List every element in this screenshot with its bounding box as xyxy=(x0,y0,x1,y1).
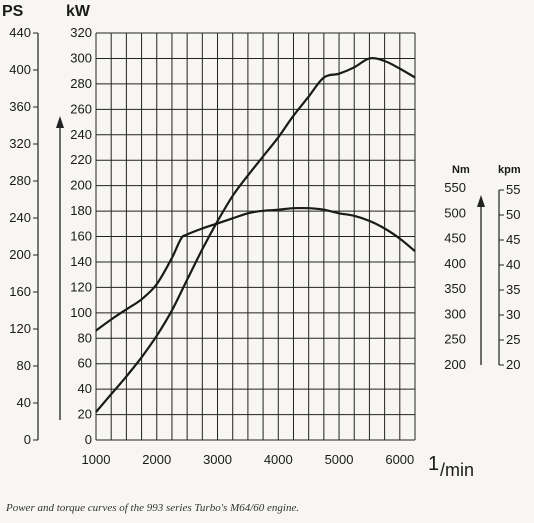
ps-tick-label: 240 xyxy=(9,210,31,225)
nm-tick-label: 300 xyxy=(444,306,466,321)
nm-tick-label: 200 xyxy=(444,357,466,372)
kw-tick-label: 240 xyxy=(70,127,92,142)
kpm-tick-label: 20 xyxy=(506,357,520,372)
x-tick-label: 5000 xyxy=(325,452,354,467)
kpm-axis-label: kpm xyxy=(498,164,521,176)
kw-tick-label: 120 xyxy=(70,279,92,294)
kpm-tick-label: 30 xyxy=(506,307,520,322)
x-tick-label: 6000 xyxy=(385,452,414,467)
kw-axis-label: kW xyxy=(66,3,91,20)
kw-tick-label: 0 xyxy=(85,432,92,447)
figure-caption: Power and torque curves of the 993 serie… xyxy=(6,502,300,514)
x-tick-label: 1000 xyxy=(82,452,111,467)
kw-tick-label: 100 xyxy=(70,305,92,320)
kpm-tick-label: 55 xyxy=(506,182,520,197)
nm-tick-label: 250 xyxy=(444,332,466,347)
ps-arrow-head xyxy=(56,116,64,128)
nm-tick-label: 550 xyxy=(444,180,466,195)
x-axis-label-num: 1 xyxy=(428,453,439,475)
kw-tick-label: 260 xyxy=(70,101,92,116)
nm-arrow-head xyxy=(477,195,485,207)
kpm-tick-label: 50 xyxy=(506,207,520,222)
ps-tick-label: 200 xyxy=(9,247,31,262)
x-tick-label: 2000 xyxy=(142,452,171,467)
x-axis-label-den: /min xyxy=(440,460,474,480)
ps-tick-label: 440 xyxy=(9,25,31,40)
kw-tick-label: 60 xyxy=(78,356,92,371)
kpm-tick-label: 25 xyxy=(506,332,520,347)
kw-tick-label: 320 xyxy=(70,25,92,40)
nm-tick-label: 350 xyxy=(444,281,466,296)
ps-tick-label: 120 xyxy=(9,321,31,336)
ps-tick-label: 360 xyxy=(9,99,31,114)
kpm-tick-label: 40 xyxy=(506,257,520,272)
chart-axes: 0204060801001201401601802002202402602803… xyxy=(2,3,521,480)
kpm-tick-label: 35 xyxy=(506,282,520,297)
kw-tick-label: 160 xyxy=(70,229,92,244)
ps-tick-label: 0 xyxy=(24,432,31,447)
kw-tick-label: 180 xyxy=(70,203,92,218)
nm-axis-label: Nm xyxy=(452,164,470,176)
kw-tick-label: 20 xyxy=(78,407,92,422)
nm-tick-label: 400 xyxy=(444,256,466,271)
nm-tick-label: 450 xyxy=(444,231,466,246)
kw-tick-label: 140 xyxy=(70,254,92,269)
ps-tick-label: 80 xyxy=(17,358,31,373)
x-tick-label: 3000 xyxy=(203,452,232,467)
nm-tick-label: 500 xyxy=(444,205,466,220)
kpm-tick-label: 45 xyxy=(506,232,520,247)
kw-tick-label: 80 xyxy=(78,330,92,345)
kw-tick-label: 280 xyxy=(70,76,92,91)
ps-tick-label: 400 xyxy=(9,62,31,77)
kw-tick-label: 40 xyxy=(78,381,92,396)
x-tick-label: 4000 xyxy=(264,452,293,467)
power-curve xyxy=(95,57,416,413)
ps-tick-label: 160 xyxy=(9,284,31,299)
torque-curve xyxy=(95,206,416,332)
kw-tick-label: 220 xyxy=(70,152,92,167)
ps-axis-label: PS xyxy=(2,3,24,20)
chart-grid xyxy=(95,32,416,441)
ps-tick-label: 40 xyxy=(17,395,31,410)
ps-tick-label: 280 xyxy=(9,173,31,188)
kw-tick-label: 300 xyxy=(70,50,92,65)
ps-tick-label: 320 xyxy=(9,136,31,151)
chart-series xyxy=(95,57,416,413)
kw-tick-label: 200 xyxy=(70,178,92,193)
